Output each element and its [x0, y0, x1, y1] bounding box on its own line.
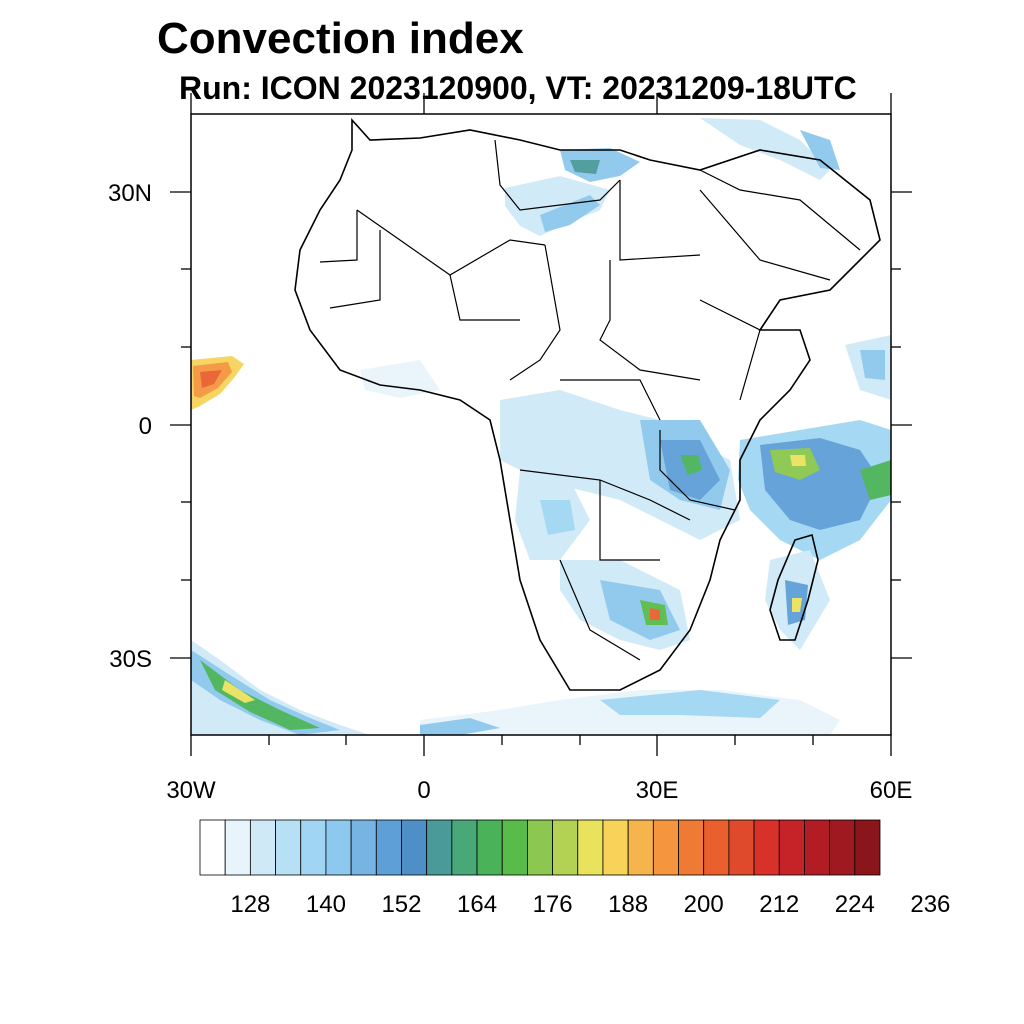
colorbar-tick-label: 140: [306, 891, 346, 918]
colorbar-tick-label: 176: [533, 891, 573, 918]
lat-label-30s: 30S: [109, 646, 152, 673]
colorbar-swatch: [199, 819, 226, 876]
colorbar-swatch: [224, 819, 251, 876]
convection-field: [191, 118, 891, 735]
colorbar-swatch: [325, 819, 352, 876]
lon-label-0: 0: [417, 777, 430, 804]
colorbar: [199, 819, 881, 876]
colorbar-swatch: [451, 819, 478, 876]
madagascar-outline: [769, 533, 819, 641]
colorbar-swatch: [275, 819, 302, 876]
axis-ticks: [170, 93, 912, 756]
country-borders: [319, 139, 861, 661]
colorbar-swatch: [577, 819, 604, 876]
lon-label-60e: 60E: [870, 777, 913, 804]
colorbar-swatch: [627, 819, 654, 876]
map-title: Convection index: [157, 14, 524, 63]
colorbar-tick-label: 128: [230, 891, 270, 918]
lon-label-30e: 30E: [636, 777, 679, 804]
colorbar-swatch: [703, 819, 730, 876]
coastline: [294, 117, 881, 691]
colorbar-swatch: [652, 819, 679, 876]
lat-label-0: 0: [139, 413, 152, 440]
colorbar-tick-label: 236: [910, 891, 950, 918]
colorbar-swatch: [426, 819, 453, 876]
colorbar-swatch: [300, 819, 327, 876]
colorbar-tick-label: 164: [457, 891, 497, 918]
lon-label-30w: 30W: [166, 777, 216, 804]
map-panel: [190, 113, 892, 736]
colorbar-swatch: [249, 819, 276, 876]
colorbar-swatch: [350, 819, 377, 876]
colorbar-swatch: [552, 819, 579, 876]
colorbar-swatch: [804, 819, 831, 876]
colorbar-tick-label: 152: [381, 891, 421, 918]
colorbar-tick-label: 188: [608, 891, 648, 918]
colorbar-swatch: [401, 819, 428, 876]
colorbar-swatch: [602, 819, 629, 876]
colorbar-swatch: [501, 819, 528, 876]
colorbar-swatch: [753, 819, 780, 876]
colorbar-labels: 128 140 152 164 176 188 200 212 224 236: [230, 891, 950, 918]
colorbar-swatch: [678, 819, 705, 876]
colorbar-swatch: [829, 819, 856, 876]
colorbar-swatch: [778, 819, 805, 876]
colorbar-swatch: [728, 819, 755, 876]
colorbar-tick-label: 224: [835, 891, 875, 918]
colorbar-swatch: [854, 819, 881, 876]
colorbar-tick-label: 212: [759, 891, 799, 918]
lat-label-30n: 30N: [108, 180, 152, 207]
colorbar-swatch: [375, 819, 402, 876]
map-subtitle: Run: ICON 2023120900, VT: 20231209-18UTC: [179, 70, 857, 106]
colorbar-swatch: [476, 819, 503, 876]
colorbar-swatch: [527, 819, 553, 876]
colorbar-tick-label: 200: [684, 891, 724, 918]
